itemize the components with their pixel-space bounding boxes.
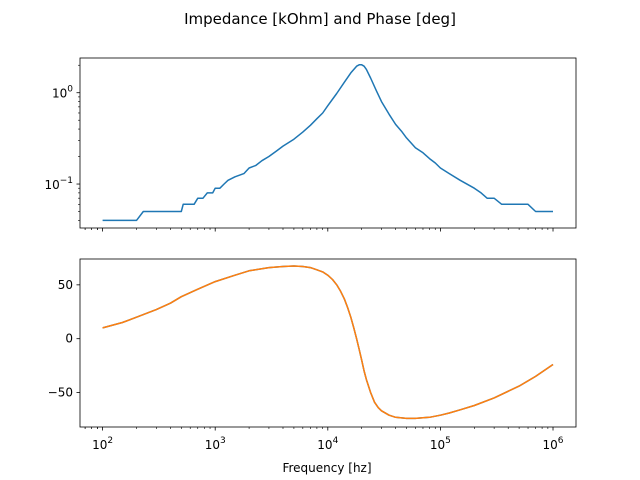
plot-frame xyxy=(79,57,577,229)
x-tick-label: 104 xyxy=(317,436,338,452)
y-tick-label: 100 xyxy=(52,85,73,101)
chart-title: Impedance [kOhm] and Phase [deg] xyxy=(184,10,456,28)
series-line-0-0 xyxy=(102,64,553,222)
y-tick-label: 0 xyxy=(65,332,73,346)
series-line-1-1 xyxy=(102,265,554,420)
plot-frame xyxy=(79,258,577,428)
y-tick-label: −50 xyxy=(48,386,73,400)
impedance-axes: 100 10−1 xyxy=(44,57,577,232)
x-tick-label: 103 xyxy=(205,436,226,452)
y-tick-label: 10−1 xyxy=(44,176,73,192)
x-tick-label: 102 xyxy=(92,436,113,452)
x-tick-label: 106 xyxy=(543,436,564,452)
phase-axes: 50 0 −50 102 103 104 105 106 xyxy=(48,258,577,452)
x-tick-label: 105 xyxy=(430,436,451,452)
y-tick-label: 50 xyxy=(58,278,73,292)
series-line-1-0 xyxy=(102,265,554,420)
x-axis-label: Frequency [hz] xyxy=(282,461,371,475)
